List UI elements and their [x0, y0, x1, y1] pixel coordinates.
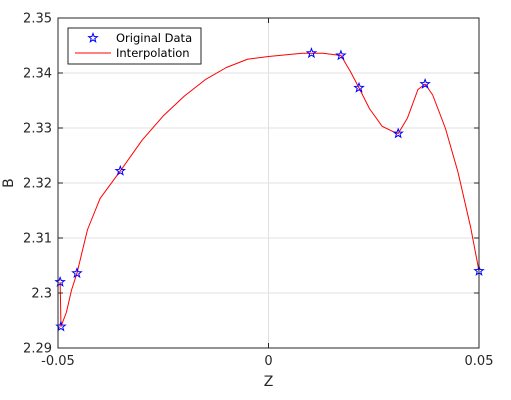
- y-tick-label: 2.33: [23, 122, 52, 137]
- y-tick-label: 2.3: [31, 287, 52, 302]
- grid-lines: [58, 18, 479, 348]
- legend-label-original-data: Original Data: [116, 31, 192, 45]
- legend-label-interpolation: Interpolation: [116, 46, 190, 60]
- y-tick-label: 2.29: [23, 342, 52, 357]
- y-axis-label: B: [1, 178, 17, 188]
- y-tick-label: 2.32: [23, 177, 52, 192]
- y-tick-label: 2.31: [23, 232, 52, 247]
- y-tick-label: 2.35: [23, 12, 52, 27]
- x-tick-label: 0: [264, 354, 272, 369]
- x-tick-label: 0.05: [465, 354, 494, 369]
- x-axis-label: Z: [264, 374, 274, 390]
- y-tick-label: 2.34: [23, 67, 52, 82]
